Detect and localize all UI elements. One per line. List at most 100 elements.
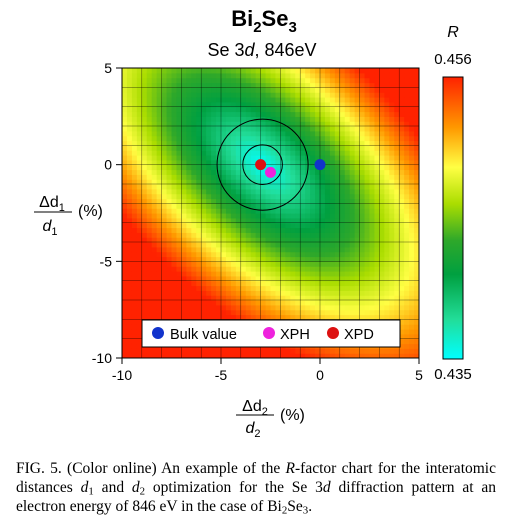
- heatmap-cell: [334, 68, 341, 74]
- heatmap-cell: [131, 145, 138, 151]
- heatmap-cell: [201, 92, 207, 98]
- heatmap-cell: [329, 237, 336, 243]
- heatmap-cell: [186, 203, 192, 209]
- heatmap-cell: [359, 121, 366, 127]
- heatmap-cell: [260, 111, 267, 117]
- heatmap-cell: [136, 333, 143, 340]
- heatmap-cell: [384, 309, 390, 316]
- heatmap-cell: [354, 256, 361, 262]
- heatmap-cell: [275, 135, 281, 142]
- legend-label-xph: XPH: [280, 327, 310, 343]
- heatmap-cell: [166, 92, 173, 98]
- heatmap-cell: [136, 343, 143, 349]
- heatmap-cell: [369, 266, 376, 272]
- heatmap-cell: [404, 188, 410, 195]
- heatmap-cell: [265, 68, 272, 74]
- heatmap-cell: [349, 280, 356, 287]
- heatmap-cell: [171, 121, 178, 127]
- heatmap-cell: [379, 232, 385, 238]
- heatmap-cell: [324, 213, 331, 219]
- heatmap-cell: [320, 309, 326, 316]
- heatmap-cell: [280, 314, 286, 320]
- heatmap-cell: [230, 227, 237, 233]
- heatmap-cell: [250, 145, 257, 151]
- heatmap-cell: [329, 348, 336, 354]
- heatmap-cell: [161, 92, 168, 98]
- heatmap-cell: [151, 295, 158, 301]
- heatmap-cell: [379, 256, 385, 262]
- heatmap-cell: [245, 246, 252, 253]
- heatmap-cell: [136, 130, 143, 137]
- heatmap-cell: [320, 193, 326, 200]
- heatmap-cell: [315, 188, 321, 195]
- heatmap-cell: [389, 82, 395, 88]
- contour-line: [242, 144, 283, 185]
- heatmap-cell: [374, 227, 380, 233]
- heatmap-cell: [409, 271, 415, 277]
- heatmap-cell: [235, 82, 242, 88]
- heatmap-cell: [290, 87, 296, 93]
- heatmap-cell: [414, 256, 419, 262]
- heatmap-cell: [349, 155, 356, 161]
- heatmap-cell: [201, 300, 207, 306]
- heatmap-cell: [265, 92, 272, 98]
- heatmap-cell: [399, 68, 405, 74]
- heatmap-cell: [324, 295, 331, 301]
- heatmap-cell: [191, 92, 197, 98]
- heatmap-cell: [344, 275, 351, 282]
- heatmap-cell: [166, 266, 173, 272]
- heatmap-cell: [379, 106, 385, 113]
- heatmap-cell: [295, 217, 301, 224]
- heatmap-cell: [300, 290, 306, 296]
- heatmap-cell: [171, 300, 178, 306]
- heatmap-cell: [339, 68, 346, 74]
- heatmap-cell: [379, 188, 385, 195]
- heatmap-cell: [181, 169, 187, 175]
- heatmap-cell: [216, 280, 222, 287]
- heatmap-cell: [201, 203, 207, 209]
- heatmap-cell: [260, 208, 267, 214]
- heatmap-cell: [344, 77, 351, 84]
- heatmap-cell: [359, 101, 366, 108]
- heatmap-cell: [260, 174, 267, 180]
- heatmap-cell: [245, 251, 252, 258]
- heatmap-cell: [201, 198, 207, 204]
- heatmap-cell: [339, 140, 346, 146]
- heatmap-cell: [369, 188, 376, 195]
- heatmap-cell: [166, 145, 173, 151]
- heatmap-cell: [201, 126, 207, 132]
- heatmap-cell: [136, 111, 143, 117]
- heatmap-cell: [329, 213, 336, 219]
- heatmap-cell: [221, 72, 227, 79]
- heatmap-cell: [260, 179, 267, 185]
- heatmap-cell: [320, 179, 326, 185]
- heatmap-cell: [151, 184, 158, 190]
- heatmap-cell: [280, 353, 286, 358]
- heatmap-cell: [364, 140, 371, 146]
- heatmap-cell: [404, 232, 410, 238]
- heatmap-cell: [245, 116, 252, 122]
- heatmap-cell: [280, 251, 286, 258]
- heatmap-cell: [240, 159, 247, 166]
- heatmap-cell: [290, 121, 296, 127]
- heatmap-cell: [122, 159, 128, 166]
- heatmap-cell: [349, 237, 356, 243]
- heatmap-cell: [295, 275, 301, 282]
- heatmap-cell: [354, 169, 361, 175]
- heatmap-cell: [339, 198, 346, 204]
- heatmap-cell: [156, 68, 163, 74]
- heatmap-cell: [310, 121, 316, 127]
- heatmap-cell: [310, 130, 316, 137]
- heatmap-cell: [354, 82, 361, 88]
- heatmap-cell: [305, 135, 311, 142]
- heatmap-cell: [146, 275, 153, 282]
- heatmap-cell: [141, 106, 148, 113]
- heatmap-cell: [166, 300, 173, 306]
- heatmap-cell: [156, 256, 163, 262]
- heatmap-cell: [255, 251, 262, 258]
- heatmap-cell: [171, 295, 178, 301]
- heatmap-cell: [196, 72, 202, 79]
- heatmap-cell: [399, 198, 405, 204]
- heatmap-cell: [344, 266, 351, 272]
- heatmap-cell: [329, 227, 336, 233]
